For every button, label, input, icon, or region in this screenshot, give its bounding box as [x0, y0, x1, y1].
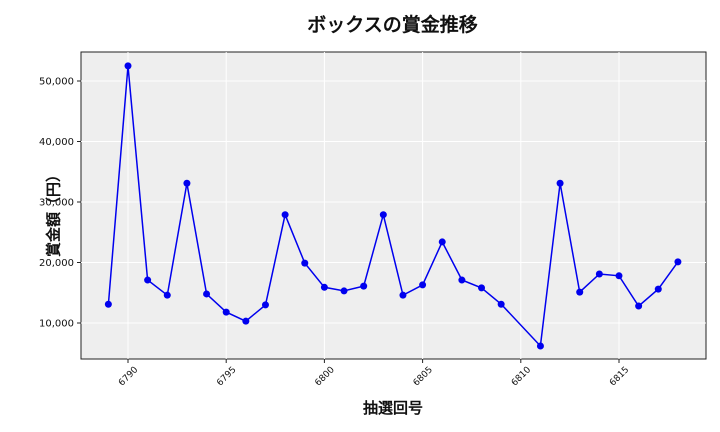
x-tick-label: 6805: [412, 365, 435, 388]
data-point: [536, 342, 544, 350]
x-tick-label: 6800: [313, 365, 336, 388]
y-tick-label: 30,000: [39, 198, 74, 209]
data-point: [203, 290, 211, 298]
x-tick-label: 6795: [215, 365, 238, 388]
data-point: [301, 259, 309, 267]
chart-title: ボックスの賞金推移: [307, 14, 478, 36]
data-point: [438, 238, 446, 246]
data-series: [104, 62, 682, 350]
data-point: [635, 302, 643, 310]
y-tick-label: 40,000: [39, 137, 74, 148]
data-point: [360, 282, 368, 290]
y-tick-label: 10,000: [39, 319, 74, 330]
data-point: [261, 301, 269, 309]
x-tick-label: 6810: [510, 365, 533, 388]
data-point: [163, 291, 171, 299]
data-point: [576, 288, 584, 296]
y-axis-ticks: 10,000 20,000 30,000 40,000 50,000: [39, 77, 81, 330]
x-tick-label: 6790: [117, 365, 140, 388]
grid-lines: [81, 52, 706, 359]
plot-area: [80, 51, 707, 360]
data-point: [379, 211, 387, 219]
data-point: [654, 285, 662, 293]
data-point: [242, 317, 250, 325]
data-point: [124, 62, 132, 70]
y-tick-label: 20,000: [39, 258, 74, 269]
data-point: [399, 291, 407, 299]
data-point: [674, 258, 682, 266]
x-axis-label: 抽選回号: [362, 399, 423, 417]
data-point: [458, 276, 466, 284]
data-point: [320, 283, 328, 291]
x-axis-ticks: 6790 6795 6800 6805 6810 6815: [117, 359, 631, 388]
data-point: [222, 308, 230, 316]
data-point: [497, 300, 505, 308]
data-point: [556, 179, 564, 187]
x-tick-label: 6815: [608, 365, 631, 388]
data-point: [615, 272, 623, 280]
data-point: [419, 281, 427, 289]
data-point: [281, 211, 289, 219]
data-point: [340, 287, 348, 295]
data-point: [595, 270, 603, 278]
data-point: [104, 300, 112, 308]
y-tick-label: 50,000: [39, 77, 74, 88]
data-point: [478, 284, 486, 292]
data-point: [144, 276, 152, 284]
data-point: [183, 179, 191, 187]
